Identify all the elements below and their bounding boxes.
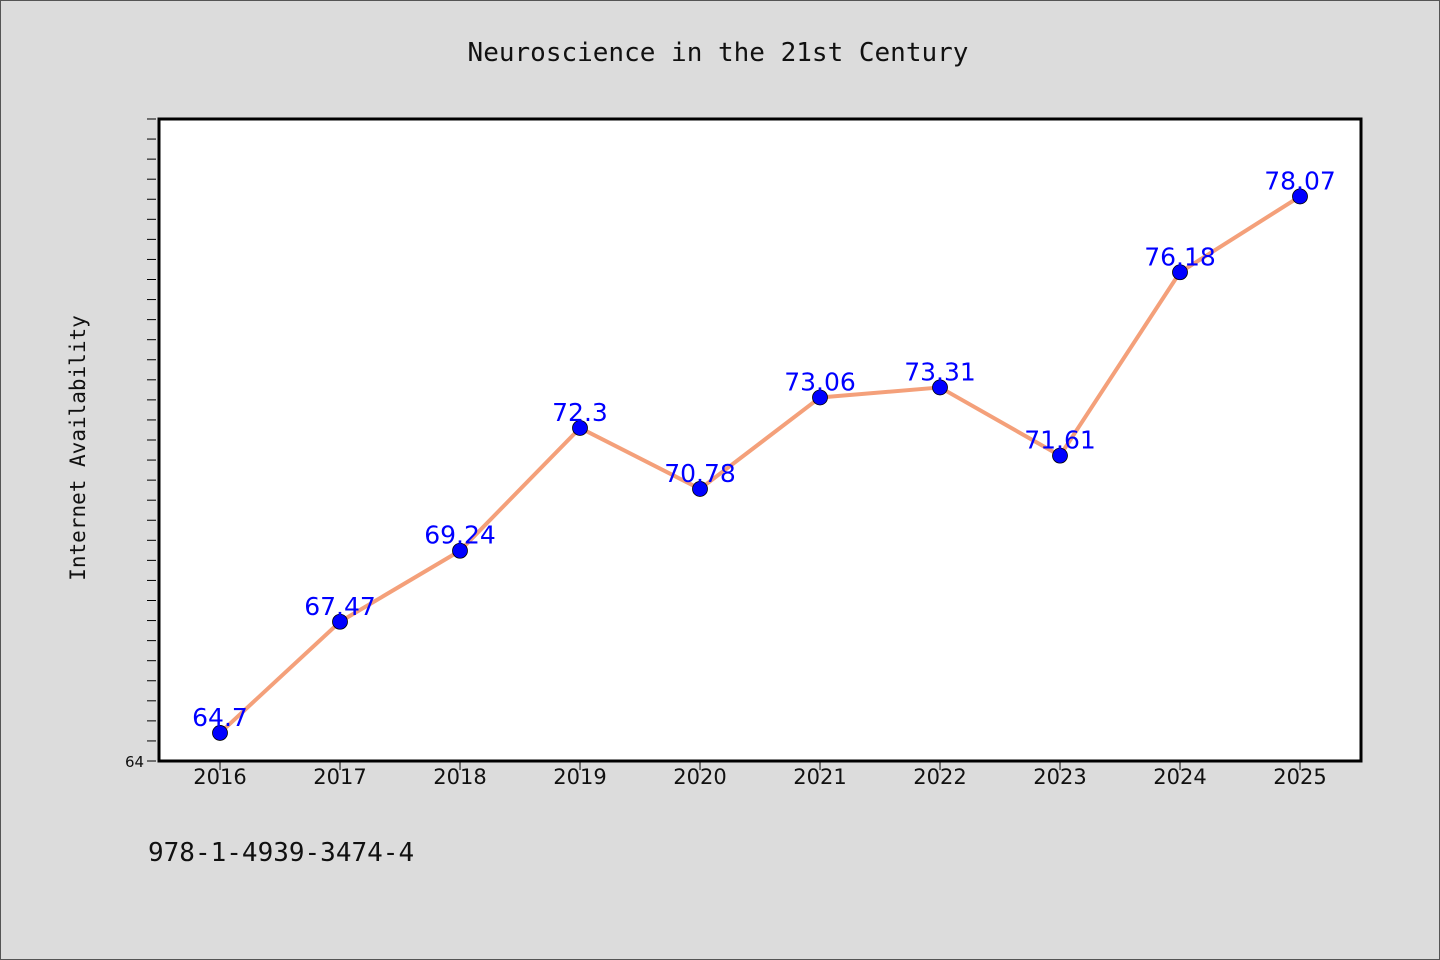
data-point	[572, 420, 588, 436]
isbn-footer: 978-1-4939-3474-4	[148, 838, 414, 868]
plot-area	[157, 117, 1363, 763]
data-label: 71.61	[1024, 426, 1096, 455]
x-tick-label: 2021	[793, 765, 846, 789]
data-point	[212, 725, 228, 741]
data-label: 67.47	[304, 592, 376, 621]
x-tick-label: 2022	[913, 765, 966, 789]
series-layer: 64.7 67.47 69.24 72.3 70.78 73.06 73.31 71.61 76…	[192, 166, 1336, 741]
x-axis-ticks: 2016 2017 2018 2019 2020 2021 2022 2023 2024 2025	[193, 762, 1327, 789]
data-label: 72.3	[552, 398, 608, 427]
data-label: 70.78	[664, 459, 736, 488]
x-tick-label: 2016	[193, 765, 246, 789]
x-tick-label: 2018	[433, 765, 486, 789]
x-tick-label: 2019	[553, 765, 606, 789]
data-label: 76.18	[1144, 242, 1216, 271]
data-label: 64.7	[192, 703, 248, 732]
data-point	[332, 613, 348, 630]
data-point	[692, 481, 708, 497]
x-tick-label: 2025	[1273, 765, 1326, 789]
data-label: 73.31	[904, 357, 976, 386]
data-point	[1172, 264, 1188, 281]
y-axis-ticks: 64	[125, 118, 156, 771]
x-tick-label: 2024	[1153, 765, 1206, 789]
data-point	[812, 389, 828, 406]
data-label: 78.07	[1264, 166, 1336, 195]
data-point	[932, 379, 948, 396]
data-point	[1292, 188, 1308, 205]
data-point	[1052, 447, 1068, 464]
y-axis-label: Internet Availability	[66, 315, 90, 581]
data-label: 73.06	[784, 367, 856, 396]
chart-title: Neuroscience in the 21st Century	[468, 38, 969, 68]
x-tick-label: 2023	[1033, 765, 1086, 789]
series-line	[218, 194, 1302, 735]
data-point	[452, 542, 468, 559]
x-tick-label: 2020	[673, 765, 726, 789]
y-tick-label: 64	[125, 753, 144, 771]
x-tick-label: 2017	[313, 765, 366, 789]
data-label: 69.24	[424, 521, 496, 550]
